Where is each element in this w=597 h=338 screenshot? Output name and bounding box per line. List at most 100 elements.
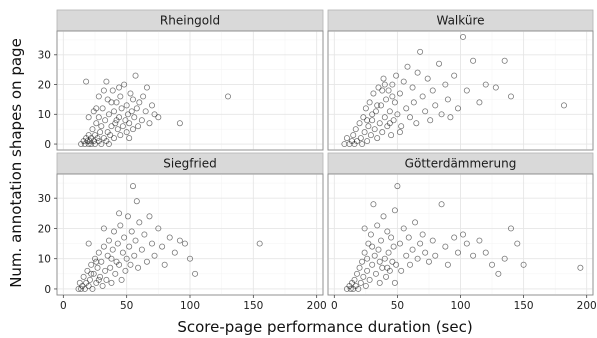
data-point-walk-re <box>369 111 376 118</box>
data-point-siegfried <box>136 219 143 226</box>
data-point-rheingold <box>136 99 143 106</box>
data-point-rheingold <box>108 99 115 106</box>
data-point-walk-re <box>414 69 421 76</box>
data-point-walk-re <box>362 105 369 112</box>
data-point-walk-re <box>419 93 426 100</box>
data-point-g-tterd-mmerung <box>361 225 368 232</box>
data-point-walk-re <box>381 114 388 121</box>
data-point-rheingold <box>108 123 115 130</box>
data-point-g-tterd-mmerung <box>407 261 413 268</box>
data-point-walk-re <box>343 135 350 142</box>
data-point-rheingold <box>114 126 121 133</box>
data-point-siegfried <box>143 258 150 265</box>
data-point-rheingold <box>130 126 136 133</box>
data-point-rheingold <box>86 138 93 145</box>
data-point-walk-re <box>371 126 378 133</box>
data-point-siegfried <box>92 255 98 262</box>
data-point-walk-re <box>364 117 371 124</box>
data-point-rheingold <box>131 114 138 121</box>
data-point-walk-re <box>370 90 377 97</box>
data-point-g-tterd-mmerung <box>482 249 489 256</box>
data-point-siegfried <box>103 276 110 283</box>
data-point-g-tterd-mmerung <box>359 258 366 265</box>
data-point-g-tterd-mmerung <box>419 231 426 238</box>
y-tick-label: 10 <box>38 109 51 121</box>
data-point-rheingold <box>93 120 100 127</box>
data-point-rheingold <box>94 135 101 142</box>
data-point-rheingold <box>90 108 97 115</box>
data-point-walk-re <box>379 87 386 94</box>
data-point-rheingold <box>143 84 150 91</box>
data-point-siegfried <box>161 261 168 268</box>
data-point-rheingold <box>105 141 112 148</box>
data-point-walk-re <box>380 75 387 82</box>
data-point-g-tterd-mmerung <box>385 249 392 256</box>
data-point-siegfried <box>75 285 82 292</box>
data-point-g-tterd-mmerung <box>356 264 363 271</box>
data-point-g-tterd-mmerung <box>400 225 407 232</box>
data-point-siegfried <box>117 222 124 229</box>
x-tick-label: 100 <box>450 300 470 312</box>
data-point-g-tterd-mmerung <box>508 225 514 232</box>
data-point-siegfried <box>108 255 115 262</box>
data-point-siegfried <box>124 213 131 220</box>
data-point-rheingold <box>138 117 145 124</box>
y-tick-label: 0 <box>44 284 51 296</box>
data-point-walk-re <box>432 102 439 109</box>
data-point-walk-re <box>374 102 381 109</box>
data-point-g-tterd-mmerung <box>455 249 461 256</box>
data-point-walk-re <box>388 132 395 139</box>
data-point-siegfried <box>135 264 142 271</box>
data-point-g-tterd-mmerung <box>375 246 382 253</box>
data-point-walk-re <box>410 99 417 106</box>
data-point-g-tterd-mmerung <box>391 207 398 214</box>
data-point-g-tterd-mmerung <box>388 234 395 241</box>
data-point-rheingold <box>118 105 125 112</box>
data-point-siegfried <box>88 270 95 277</box>
data-point-g-tterd-mmerung <box>398 267 405 274</box>
data-point-rheingold <box>98 141 105 148</box>
data-point-g-tterd-mmerung <box>378 237 384 244</box>
data-point-walk-re <box>404 63 411 70</box>
data-point-walk-re <box>386 108 393 115</box>
facet-label: Rheingold <box>160 14 220 28</box>
data-point-siegfried <box>146 213 153 220</box>
data-point-g-tterd-mmerung <box>460 231 466 238</box>
data-point-walk-re <box>501 57 508 64</box>
data-point-walk-re <box>357 135 364 142</box>
data-point-siegfried <box>97 273 104 280</box>
data-point-g-tterd-mmerung <box>470 252 477 259</box>
data-point-walk-re <box>455 105 461 112</box>
data-point-siegfried <box>111 228 117 235</box>
data-point-g-tterd-mmerung <box>414 255 421 262</box>
data-point-rheingold <box>103 78 110 85</box>
data-point-rheingold <box>135 123 142 130</box>
data-point-walk-re <box>367 132 374 139</box>
data-point-rheingold <box>84 138 91 145</box>
data-point-siegfried <box>166 234 173 241</box>
y-axis-title: Num. annotation shapes on page <box>7 38 25 288</box>
data-point-siegfried <box>123 255 130 262</box>
data-point-walk-re <box>409 84 416 91</box>
data-point-g-tterd-mmerung <box>369 243 376 250</box>
data-point-rheingold <box>111 108 117 115</box>
data-point-walk-re <box>364 138 371 145</box>
data-point-g-tterd-mmerung <box>380 213 387 220</box>
data-point-rheingold <box>92 141 98 148</box>
data-point-walk-re <box>436 60 443 67</box>
data-point-siegfried <box>85 282 92 289</box>
panel-border <box>327 30 594 151</box>
data-point-g-tterd-mmerung <box>432 252 439 259</box>
data-point-walk-re <box>376 120 383 127</box>
data-point-g-tterd-mmerung <box>366 276 373 283</box>
data-point-rheingold <box>123 129 130 136</box>
data-point-walk-re <box>447 114 454 121</box>
data-point-g-tterd-mmerung <box>444 261 451 268</box>
data-point-rheingold <box>99 105 106 112</box>
x-tick-label: 0 <box>60 300 67 312</box>
data-point-rheingold <box>146 120 153 127</box>
data-point-walk-re <box>403 105 410 112</box>
data-point-walk-re <box>463 87 470 94</box>
data-point-g-tterd-mmerung <box>369 261 376 268</box>
data-point-siegfried <box>86 276 93 283</box>
